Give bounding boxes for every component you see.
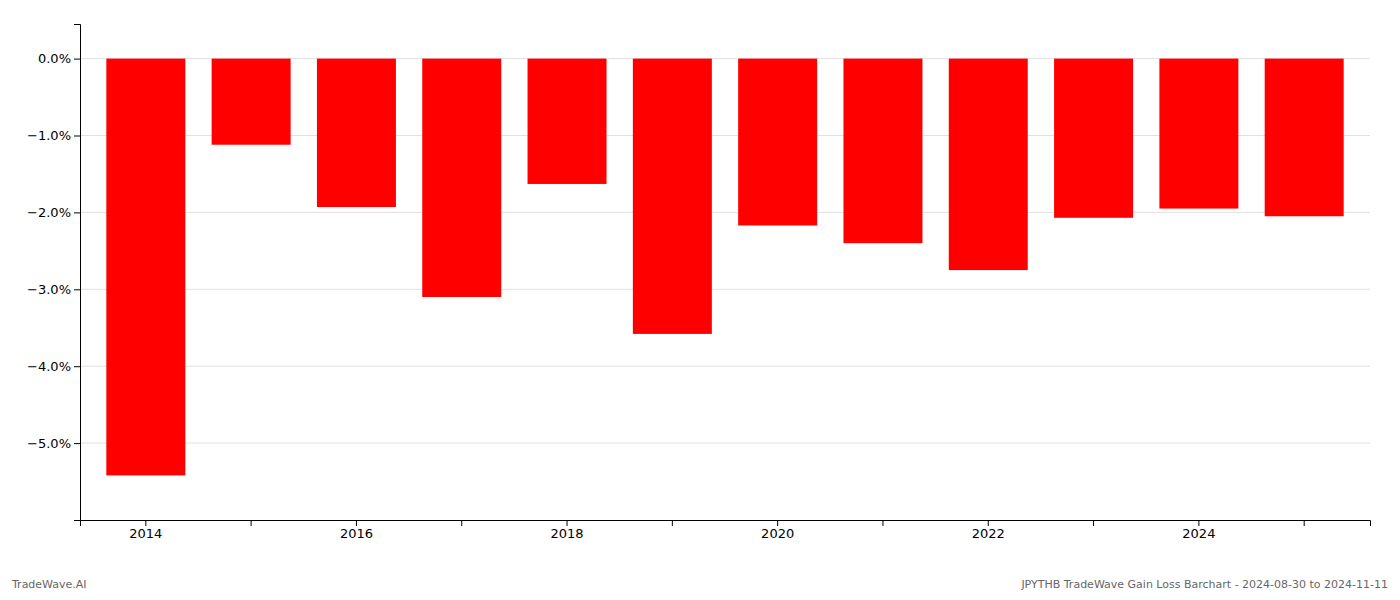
y-tick-label: −1.0% [27,128,71,143]
x-tick-mark [882,520,883,526]
x-tick-label: 2014 [129,526,162,541]
y-axis-line [74,25,81,521]
bar [1054,59,1133,218]
y-tick-label: −2.0% [27,205,71,220]
x-tick-label: 2022 [972,526,1005,541]
x-tick-mark [672,520,673,526]
x-tick-label: 2016 [340,526,373,541]
y-tick-mark [74,443,80,444]
x-tick: 2016 [340,520,373,541]
x-tick-mark [988,520,989,526]
x-tick-mark [1304,520,1305,526]
y-tick-label: −3.0% [27,282,71,297]
y-tick: −2.0% [27,205,80,220]
y-tick-mark [74,289,80,290]
bar [738,59,817,226]
bar [949,59,1028,270]
grid [80,59,1370,443]
x-tick: 2014 [129,520,162,541]
x-tick [461,520,462,526]
x-tick: 2024 [1182,520,1215,541]
y-tick-mark [74,366,80,367]
x-tick: 2020 [761,520,794,541]
x-tick-label: 2024 [1182,526,1215,541]
x-tick [672,520,673,526]
y-tick-mark [74,59,80,60]
x-tick-mark [777,520,778,526]
x-tick [251,520,252,526]
bar [1159,59,1238,209]
y-tick-mark [74,212,80,213]
x-tick [1093,520,1094,526]
x-axis-line [81,521,1371,527]
x-axis: 2014 2016 2018 2020 2022 2024 [81,520,1371,541]
bar [843,59,922,244]
bar [633,59,712,334]
x-tick-mark [356,520,357,526]
footer-text: TradeWave.AI [11,578,87,591]
y-tick-mark [74,136,80,137]
y-axis: 0.0% −1.0% −2.0% −3.0% −4.0% −5.0% [27,25,80,521]
y-tick: −4.0% [27,359,80,374]
x-tick-mark [1093,520,1094,526]
x-tick-mark [567,520,568,526]
x-tick-mark [461,520,462,526]
x-tick-mark [145,520,146,526]
y-tick: −1.0% [27,128,80,143]
y-tick: 0.0% [38,51,80,66]
bars [106,59,1343,476]
x-tick [882,520,883,526]
plot: 0.0%−1.0%−2.0%−3.0%−4.0%−5.0%20142016201… [27,25,1370,542]
x-tick: 2022 [972,520,1005,541]
bar [212,59,291,145]
x-tick-mark [1198,520,1199,526]
y-tick-label: 0.0% [38,51,71,66]
bar [317,59,396,207]
chart-svg: 0.0%−1.0%−2.0%−3.0%−4.0%−5.0%20142016201… [0,0,1400,600]
grid-line [80,443,1370,444]
bar [1265,59,1344,217]
bar [528,59,607,184]
grid-line [80,212,1370,213]
y-tick: −5.0% [27,436,80,451]
x-tick [1304,520,1305,526]
y-tick-label: −5.0% [27,436,71,451]
y-tick: −3.0% [27,282,80,297]
grid-line [80,366,1370,367]
bar [422,59,501,297]
x-tick-mark [251,520,252,526]
y-tick-label: −4.0% [27,359,71,374]
x-tick-label: 2020 [761,526,794,541]
chart-container: 0.0%−1.0%−2.0%−3.0%−4.0%−5.0%20142016201… [0,0,1400,600]
grid-line [80,289,1370,290]
footer-text: JPYTHB TradeWave Gain Loss Barchart - 20… [1020,578,1388,591]
x-tick-label: 2018 [550,526,583,541]
x-tick: 2018 [550,520,583,541]
bar [106,59,185,476]
